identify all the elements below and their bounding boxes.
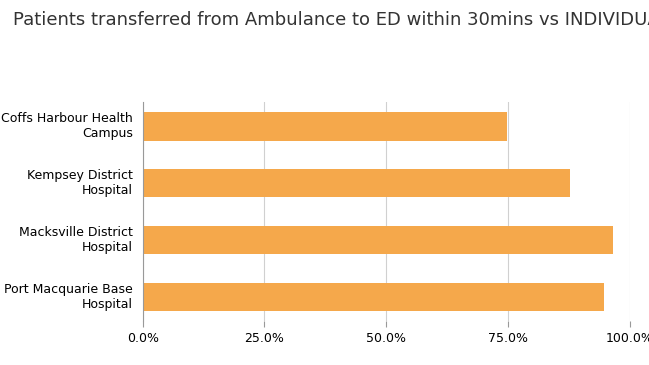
Bar bbox=[143, 169, 570, 197]
Text: Patients transferred from Ambulance to ED within 30mins vs INDIVIDUAL: Patients transferred from Ambulance to E… bbox=[13, 11, 649, 29]
Bar bbox=[143, 283, 604, 311]
Bar bbox=[143, 226, 613, 254]
Bar bbox=[143, 112, 507, 141]
